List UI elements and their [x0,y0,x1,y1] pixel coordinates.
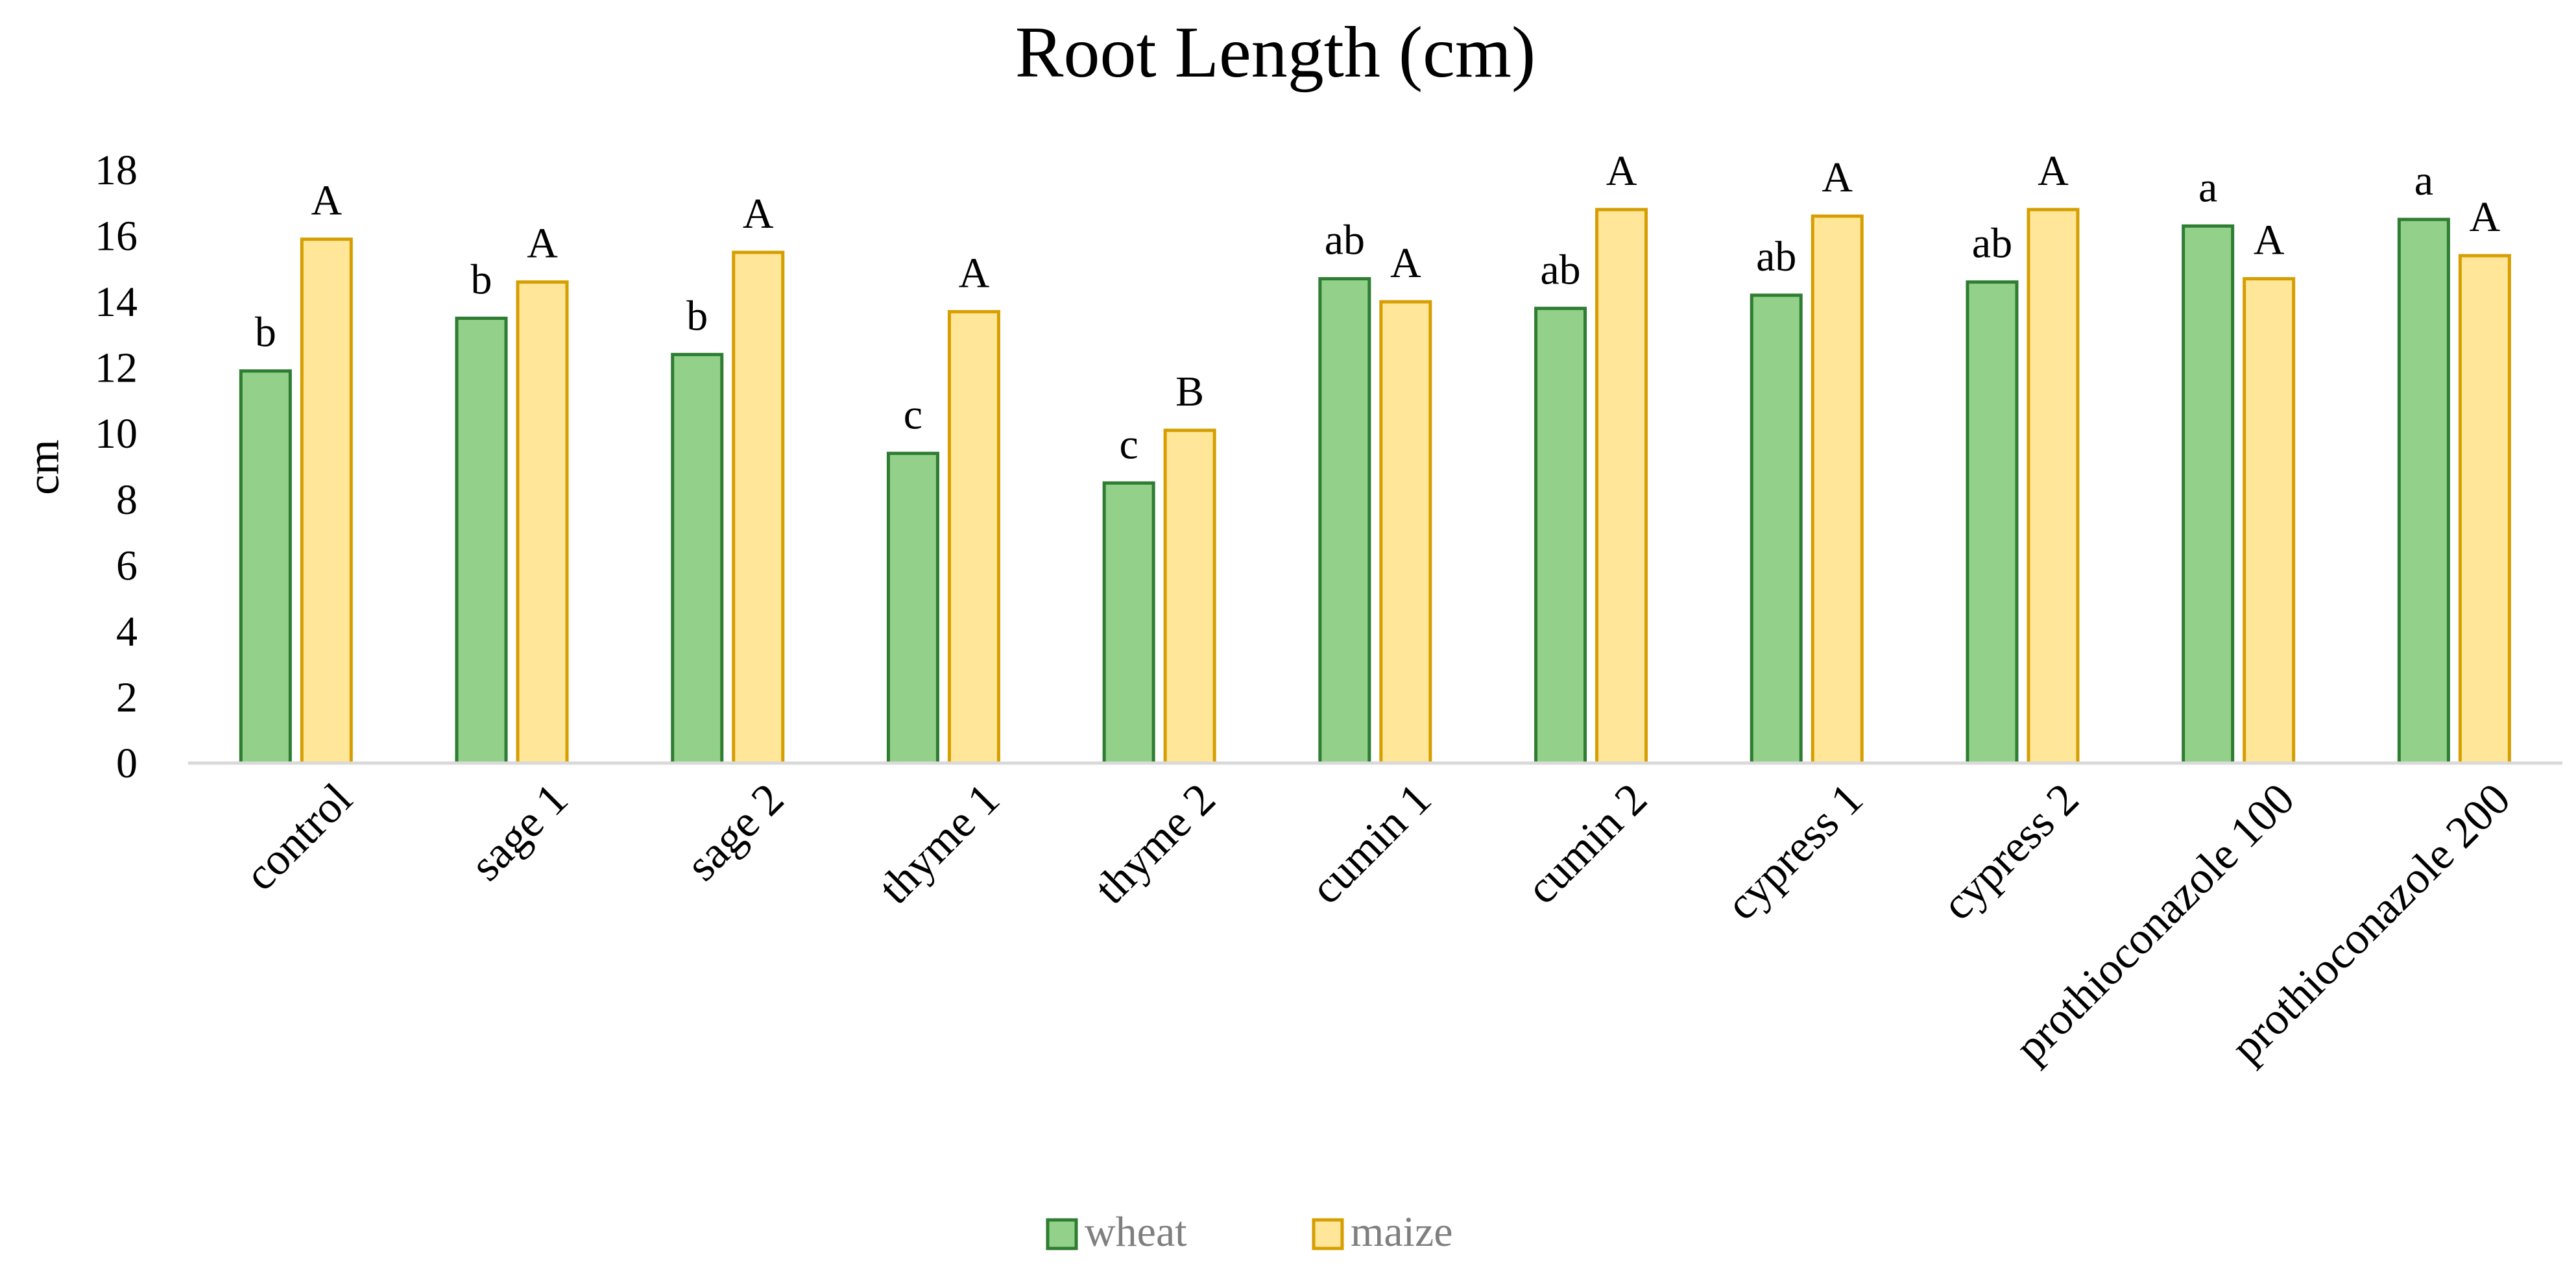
y-tick-label: 10 [95,410,138,457]
bar-letter-maize: B [1175,368,1204,415]
legend-swatch-maize [1312,1218,1344,1250]
bar-letter-wheat: ab [1325,217,1365,264]
bar-letter-wheat: a [2414,157,2433,204]
x-tick-label: cumin 2 [1517,774,1657,914]
bar-wheat [1750,293,1803,765]
bar-maize [1379,300,1432,765]
y-tick-label: 0 [116,740,138,787]
y-axis-label: cm [19,439,69,495]
bar-maize [2458,254,2511,765]
legend-label-maize: maize [1351,1208,1453,1256]
bar-letter-wheat: ab [1756,233,1796,280]
bar-letter-wheat: a [2198,164,2217,211]
bar-letter-maize: A [1606,147,1637,195]
legend: wheat maize [1046,1208,1453,1256]
bar-wheat [1534,306,1587,765]
x-axis-labels: control sage 1 sage 2 thyme 1 thyme 2 cumin 1… [235,774,2520,1073]
y-tick-label: 4 [116,608,138,655]
bar-letter-maize: A [1390,239,1421,287]
bar-maize [516,280,569,765]
bar-wheat [1966,280,2019,765]
y-tick-label: 2 [116,674,138,721]
bar-letter-maize: A [2470,193,2501,241]
bar-letter-maize: A [2038,147,2069,195]
bar-maize [2027,208,2080,765]
bar-letter-wheat: c [904,391,922,439]
legend-swatch-wheat [1046,1218,1078,1250]
bar-letter-maize: A [527,220,558,267]
x-tick-label: cypress 2 [1932,774,2088,930]
bar-maize [1163,428,1216,765]
x-tick-label: thyme 1 [869,774,1009,914]
y-tick-label: 8 [116,476,138,524]
x-tick-label: sage 1 [461,774,578,891]
bar-letter-maize: A [1822,154,1853,201]
bar-letter-wheat: ab [1540,246,1580,293]
bar-letter-wheat: c [1120,420,1138,468]
bar-wheat [455,317,508,765]
bar-maize [1811,214,1864,765]
x-tick-label: sage 2 [677,774,794,891]
x-tick-label: thyme 2 [1085,774,1225,914]
y-tick-label: 14 [95,278,138,326]
bar-wheat [671,352,724,765]
bar-letter-wheat: b [255,309,276,356]
y-tick-label: 6 [116,542,138,589]
bar-wheat [2182,224,2235,765]
y-tick-label: 18 [95,147,138,194]
bar-wheat [886,452,939,765]
bar-maize [1595,208,1648,765]
bar-maize [300,237,353,765]
bar-letter-wheat: b [686,292,708,339]
bar-letter-wheat: ab [1972,220,2012,267]
bar-maize [2243,277,2296,765]
bar-letter-maize: A [959,249,990,297]
bar-maize [947,310,1000,765]
x-tick-label: cypress 1 [1717,774,1873,930]
x-tick-label: control [235,774,362,901]
legend-label-wheat: wheat [1085,1208,1187,1256]
bar-maize [732,250,785,765]
bar-wheat [1102,481,1155,765]
bar-letter-wheat: b [471,256,492,304]
chart-title: Root Length (cm) [1015,12,1535,93]
bar-letter-maize: A [311,177,343,225]
bars [239,208,2511,765]
y-tick-label: 16 [95,213,138,260]
bar-wheat [2397,217,2450,765]
y-axis-ticks: 0 2 4 6 8 10 12 14 16 18 [95,147,138,787]
bar-letter-maize: A [743,190,774,237]
bar-letter-maize: A [2254,217,2285,264]
bar-wheat [1318,277,1371,765]
x-tick-label: cumin 1 [1301,774,1441,914]
y-tick-label: 12 [95,345,138,392]
bar-wheat [239,369,292,765]
